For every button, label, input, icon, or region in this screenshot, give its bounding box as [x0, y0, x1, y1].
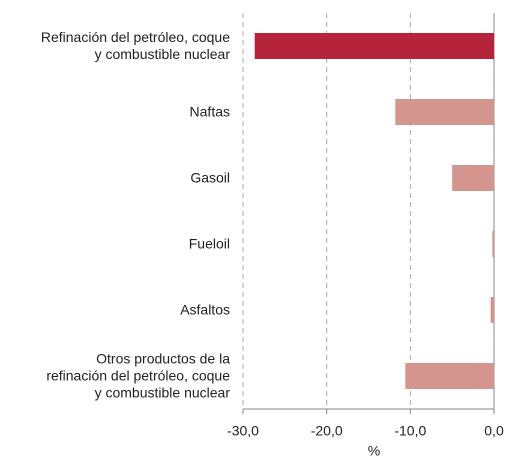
- x-tick-label: -30,0: [227, 423, 259, 439]
- x-tick-label: 0,0: [484, 423, 504, 439]
- bar: [490, 297, 494, 323]
- x-tick-label: -20,0: [311, 423, 343, 439]
- x-tick-label: -10,0: [394, 423, 426, 439]
- y-tick-label: Fueloil: [188, 235, 230, 252]
- bar: [254, 33, 494, 59]
- bar: [452, 165, 494, 191]
- bar: [492, 231, 494, 257]
- bar: [395, 99, 494, 125]
- bar: [405, 363, 494, 389]
- y-tick-label: Otros productos de la refinación del pet…: [46, 350, 230, 401]
- x-axis-label: %: [368, 443, 380, 459]
- y-tick-label: Naftas: [189, 103, 230, 120]
- y-tick-label: Refinación del petróleo, coque y combust…: [40, 29, 230, 62]
- y-tick-label: Asfaltos: [180, 301, 230, 318]
- y-tick-label: Gasoil: [190, 169, 230, 186]
